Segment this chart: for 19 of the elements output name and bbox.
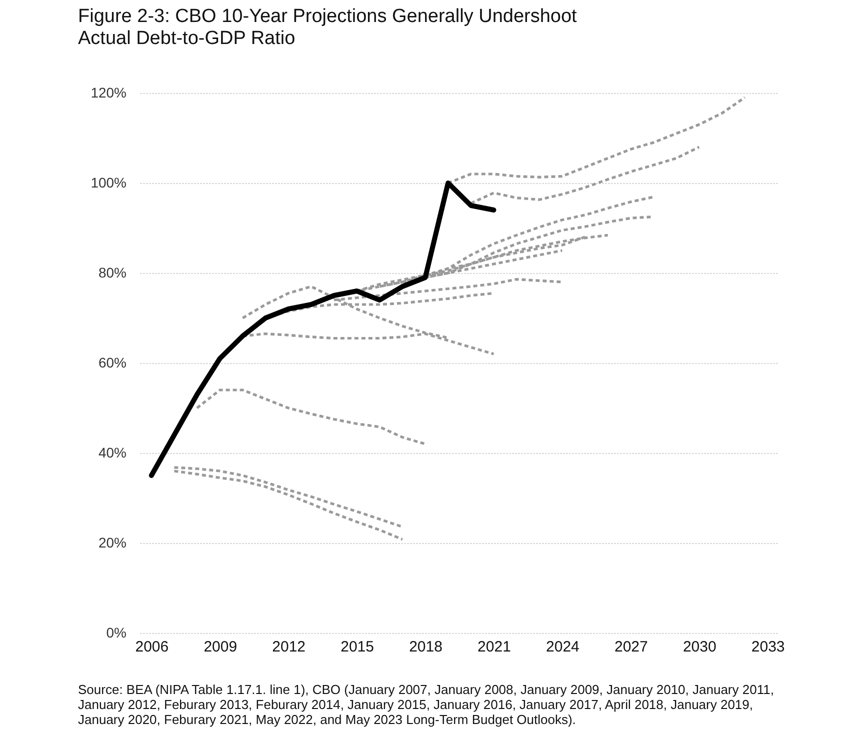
x-tick-label: 2021 <box>478 638 511 656</box>
y-tick-label: 60% <box>98 354 126 370</box>
y-tick-label: 80% <box>98 264 126 280</box>
y-tick-label: 120% <box>90 84 126 100</box>
x-tick-label: 2012 <box>272 638 306 656</box>
y-tick-label: 0% <box>106 624 126 640</box>
x-tick-label: 2024 <box>546 638 580 656</box>
x-tick-label: 2018 <box>409 638 442 656</box>
x-tick-label: 2027 <box>614 638 648 656</box>
x-tick-label: 2033 <box>751 638 785 656</box>
chart-title: Figure 2-3: CBO 10-Year Projections Generally Undershoot Actual Debt-to-GDP Ratio <box>78 6 578 49</box>
x-tick-label: 2009 <box>204 638 238 656</box>
x-tick-label: 2006 <box>135 638 169 656</box>
x-tick-label: 2015 <box>340 638 374 656</box>
y-tick-label: 20% <box>98 534 126 550</box>
y-tick-label: 40% <box>98 444 126 460</box>
x-tick-label: 2030 <box>682 638 716 656</box>
source-note: Source: BEA (NIPA Table 1.17.1. line 1), CBO (January 2007, January 2008, January 2009, January 2010, January 2011, January 2012, Feburary 2013, Feburary 2014, January 2015, January 2016, January 2017, April 2018, January 2019, January 2020, Feburary 2021, May 2022, and May 2023 Long-Term Budget Outlooks). <box>78 682 775 727</box>
y-tick-label: 100% <box>90 174 126 190</box>
